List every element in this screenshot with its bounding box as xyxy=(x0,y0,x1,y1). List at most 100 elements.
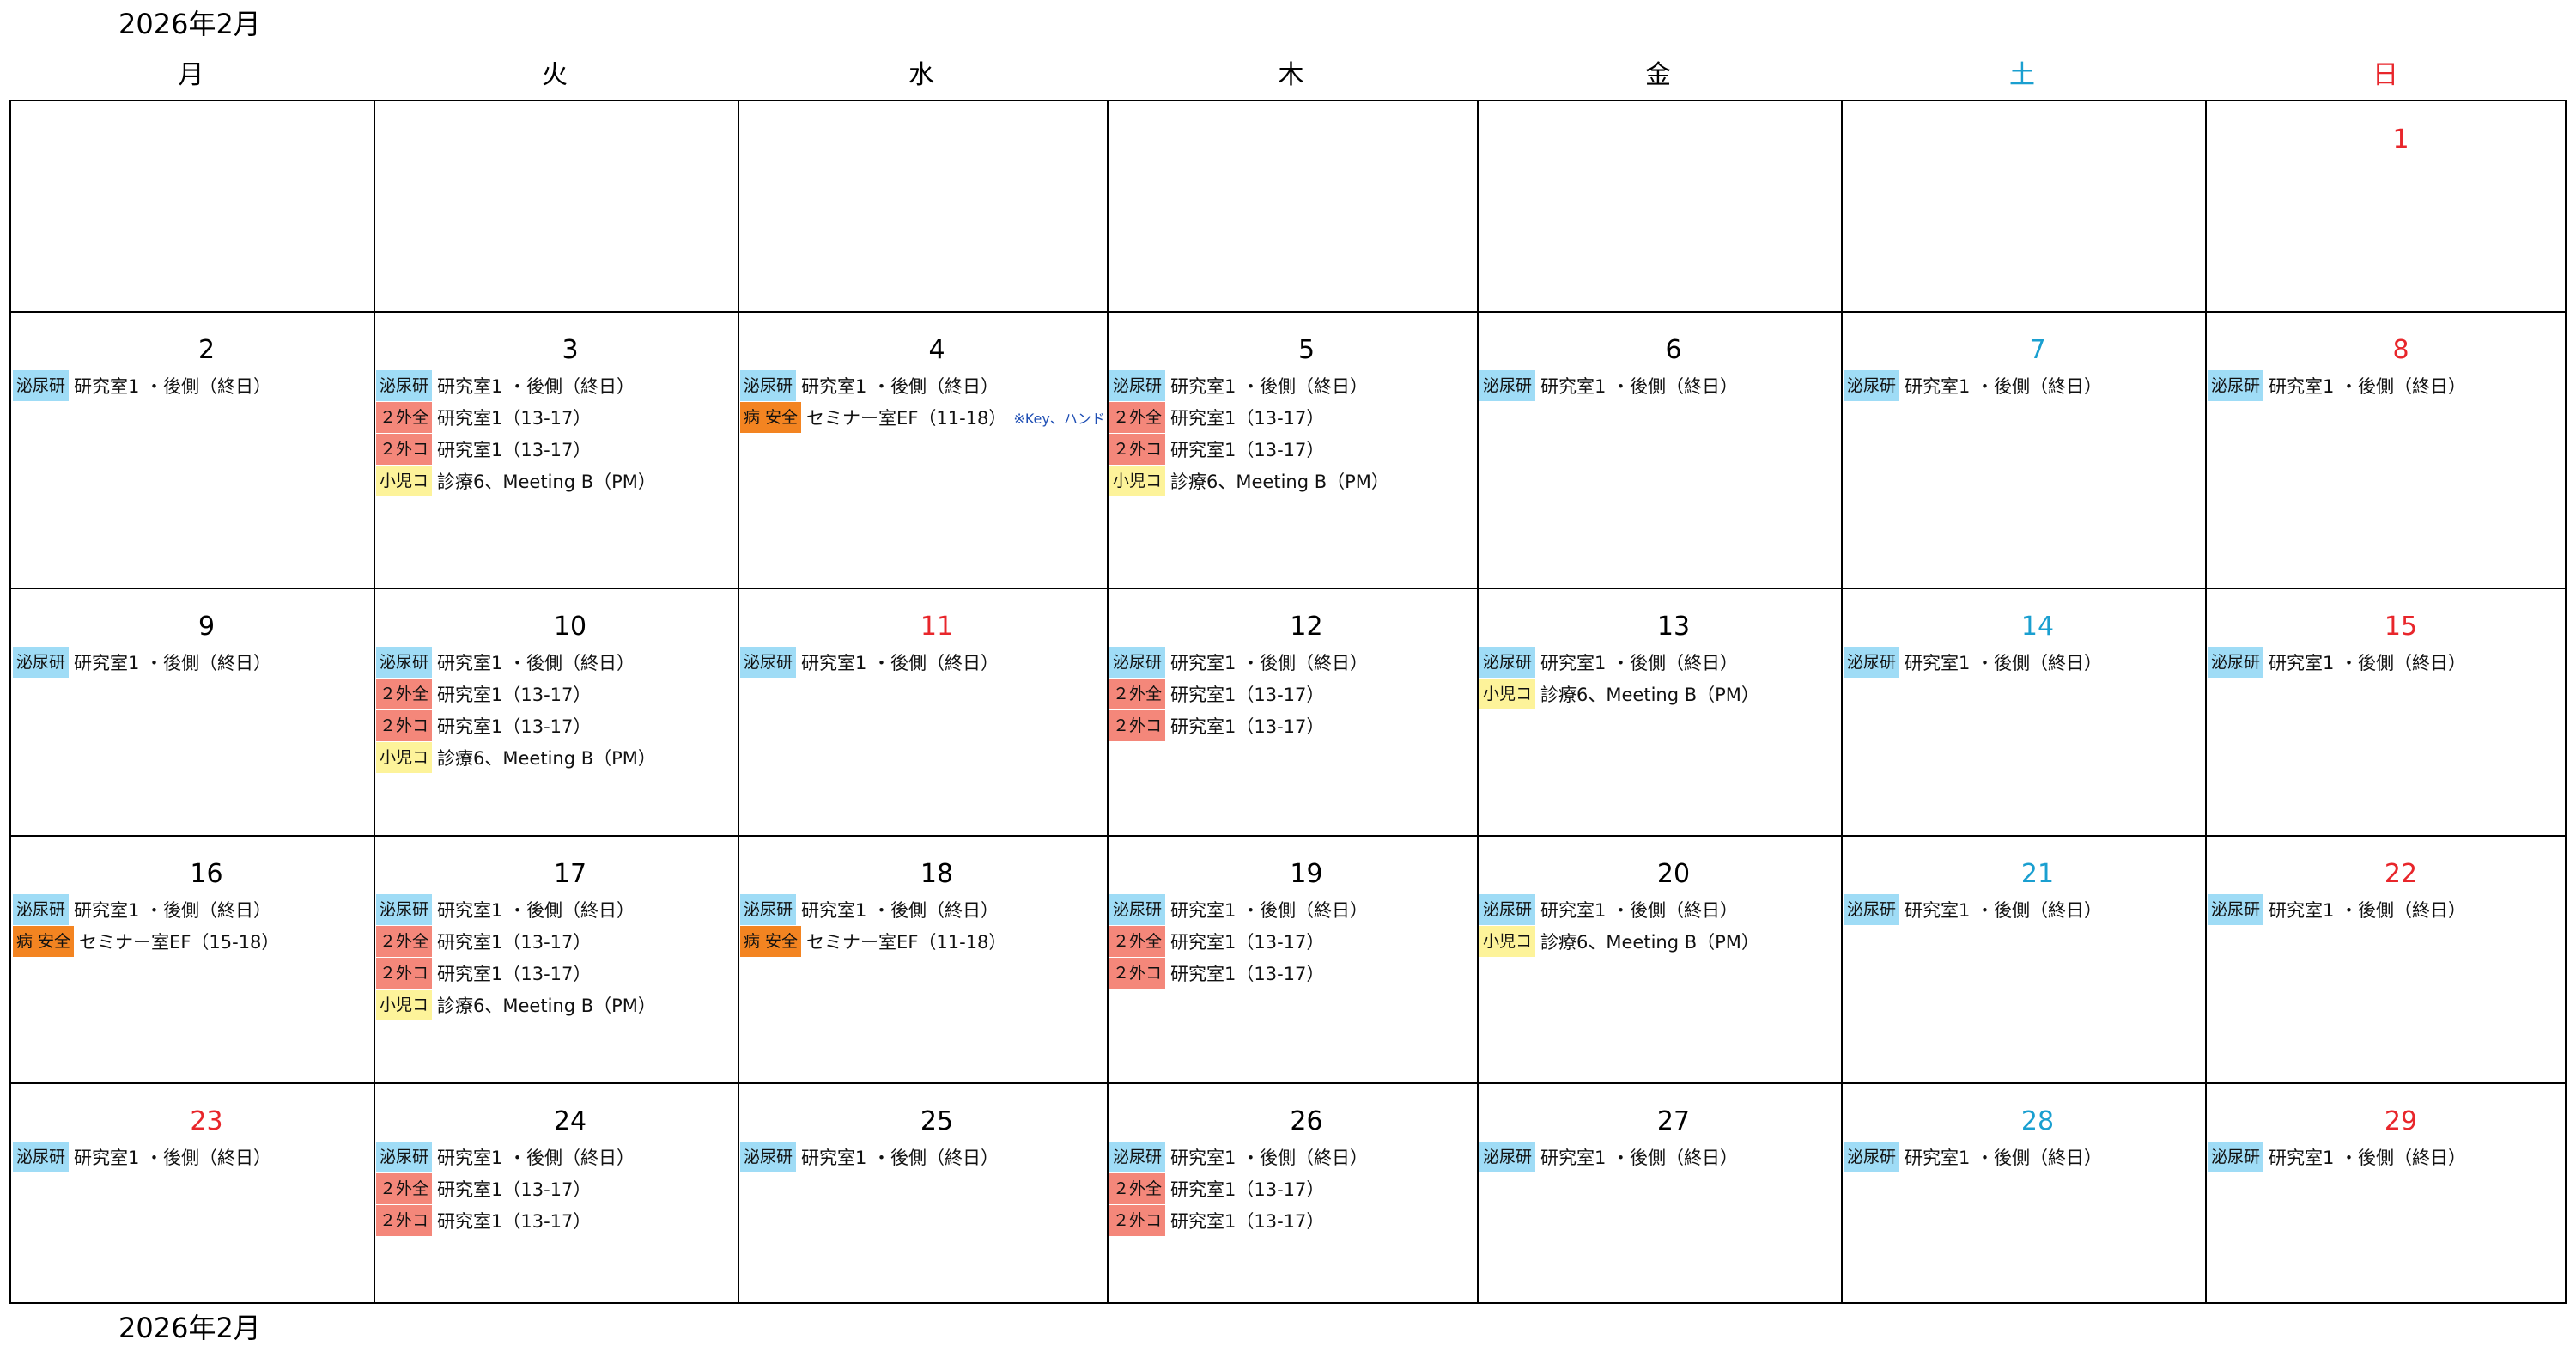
event-category-tag: 泌尿研 xyxy=(1844,647,1900,678)
calendar-event[interactable]: 泌尿研 研究室1 ・後側（終日） xyxy=(740,647,999,678)
event-category-tag: 泌尿研 xyxy=(2208,370,2264,401)
calendar-event[interactable]: 泌尿研 研究室1 ・後側（終日） xyxy=(740,894,999,925)
calendar-event[interactable]: ２外全 研究室1（13-17） xyxy=(376,926,591,957)
event-category-tag: ２外全 xyxy=(1109,1173,1166,1204)
day-number: 6 xyxy=(1665,335,1682,365)
calendar-event[interactable]: ２外全 研究室1（13-17） xyxy=(1109,679,1324,709)
event-location-text: 研究室1（13-17） xyxy=(1170,932,1325,953)
calendar-event[interactable]: 泌尿研 研究室1 ・後側（終日） xyxy=(376,894,635,925)
day-cell[interactable] xyxy=(11,101,374,312)
calendar-event[interactable]: 小児コ 診療6、Meeting B（PM） xyxy=(1479,926,1759,957)
calendar-event[interactable]: 泌尿研 研究室1 ・後側（終日） xyxy=(740,370,999,401)
row-divider xyxy=(11,588,2565,589)
calendar-event[interactable]: 病 安全 セミナー室EF（11-18） xyxy=(740,926,1006,957)
calendar-event[interactable]: ２外コ 研究室1（13-17） xyxy=(376,710,591,741)
calendar-event[interactable]: 泌尿研 研究室1 ・後側（終日） xyxy=(1844,894,2102,925)
event-location-text: セミナー室EF（11-18） xyxy=(806,932,1007,953)
calendar-event[interactable]: 泌尿研 研究室1 ・後側（終日） xyxy=(13,894,271,925)
calendar-event[interactable]: 小児コ 診療6、Meeting B（PM） xyxy=(376,742,656,773)
calendar-event[interactable]: 泌尿研 研究室1 ・後側（終日） xyxy=(2208,894,2466,925)
event-location-text: 研究室1 ・後側（終日） xyxy=(437,900,635,921)
event-category-tag: ２外コ xyxy=(376,710,433,741)
calendar-event[interactable]: ２外コ 研究室1（13-17） xyxy=(1109,434,1324,465)
event-location-text: 研究室1 ・後側（終日） xyxy=(1540,653,1739,673)
calendar-event[interactable]: 泌尿研 研究室1 ・後側（終日） xyxy=(13,1142,271,1172)
day-number: 19 xyxy=(1290,859,1323,889)
calendar-event[interactable]: 泌尿研 研究室1 ・後側（終日） xyxy=(13,370,271,401)
event-location-text: 診療6、Meeting B（PM） xyxy=(1170,472,1389,492)
calendar-event[interactable]: 泌尿研 研究室1 ・後側（終日） xyxy=(2208,370,2466,401)
day-cell[interactable] xyxy=(1478,101,1842,312)
event-location-text: 研究室1 ・後側（終日） xyxy=(74,1148,272,1168)
calendar-event[interactable]: 泌尿研 研究室1 ・後側（終日） xyxy=(1109,647,1368,678)
event-location-text: 研究室1 ・後側（終日） xyxy=(1540,1148,1739,1168)
day-cell[interactable] xyxy=(1842,101,2206,312)
calendar-event[interactable]: ２外コ 研究室1（13-17） xyxy=(1109,1205,1324,1236)
event-category-tag: 小児コ xyxy=(376,990,433,1020)
event-category-tag: 泌尿研 xyxy=(13,894,70,925)
event-location-text: 研究室1（13-17） xyxy=(1170,716,1325,737)
event-location-text: 研究室1 ・後側（終日） xyxy=(801,653,999,673)
calendar-event[interactable]: 泌尿研 研究室1 ・後側（終日） xyxy=(376,370,635,401)
calendar-event[interactable]: ２外コ 研究室1（13-17） xyxy=(1109,958,1324,989)
event-location-text: 研究室1（13-17） xyxy=(437,1179,592,1200)
day-cell[interactable] xyxy=(374,101,738,312)
calendar-event[interactable]: 小児コ 診療6、Meeting B（PM） xyxy=(1109,466,1389,496)
calendar-event[interactable]: ２外全 研究室1（13-17） xyxy=(376,1173,591,1204)
calendar-event[interactable]: ２外コ 研究室1（13-17） xyxy=(376,434,591,465)
calendar-event[interactable]: 泌尿研 研究室1 ・後側（終日） xyxy=(1844,647,2102,678)
calendar-event[interactable]: 泌尿研 研究室1 ・後側（終日） xyxy=(2208,647,2466,678)
calendar-event[interactable]: 泌尿研 研究室1 ・後側（終日） xyxy=(1844,1142,2102,1172)
calendar-event[interactable]: 小児コ 診療6、Meeting B（PM） xyxy=(376,990,656,1020)
event-category-tag: 小児コ xyxy=(1479,926,1536,957)
day-number: 14 xyxy=(2020,612,2055,642)
calendar-event[interactable]: ２外全 研究室1（13-17） xyxy=(1109,1173,1324,1204)
calendar-event[interactable]: ２外全 研究室1（13-17） xyxy=(376,402,591,433)
day-number: 20 xyxy=(1656,859,1691,889)
calendar-event[interactable]: 泌尿研 研究室1 ・後側（終日） xyxy=(376,647,635,678)
event-location-text: 研究室1 ・後側（終日） xyxy=(1540,376,1739,397)
day-number: 2 xyxy=(197,335,216,365)
event-location-text: 研究室1 ・後側（終日） xyxy=(437,653,635,673)
weekday-header: 火 xyxy=(542,60,568,90)
calendar-event[interactable]: ２外全 研究室1（13-17） xyxy=(376,679,591,709)
calendar-event[interactable]: 泌尿研 研究室1 ・後側（終日） xyxy=(740,1142,999,1172)
calendar-event[interactable]: ２外全 研究室1（13-17） xyxy=(1109,402,1324,433)
day-number: 12 xyxy=(1290,612,1323,642)
calendar-event[interactable]: ２外コ 研究室1（13-17） xyxy=(376,958,591,989)
calendar-event[interactable]: 小児コ 診療6、Meeting B（PM） xyxy=(376,466,656,496)
calendar-event[interactable]: 泌尿研 研究室1 ・後側（終日） xyxy=(1479,647,1738,678)
weekday-header: 金 xyxy=(1645,60,1671,90)
calendar-event[interactable]: 泌尿研 研究室1 ・後側（終日） xyxy=(1479,894,1738,925)
calendar-event[interactable]: ２外コ 研究室1（13-17） xyxy=(376,1205,591,1236)
event-category-tag: 泌尿研 xyxy=(376,894,433,925)
calendar-event[interactable]: ２外全 研究室1（13-17） xyxy=(1109,926,1324,957)
day-cell[interactable] xyxy=(1108,101,1478,312)
calendar-event[interactable]: 泌尿研 研究室1 ・後側（終日） xyxy=(1479,1142,1738,1172)
calendar-event[interactable]: ２外コ 研究室1（13-17） xyxy=(1109,710,1324,741)
calendar-event[interactable]: 泌尿研 研究室1 ・後側（終日） xyxy=(1844,370,2102,401)
event-location-text: 研究室1 ・後側（終日） xyxy=(1170,900,1369,921)
calendar-event[interactable]: 泌尿研 研究室1 ・後側（終日） xyxy=(1109,370,1368,401)
calendar-event[interactable]: 泌尿研 研究室1 ・後側（終日） xyxy=(376,1142,635,1172)
calendar-event[interactable]: 病 安全 セミナー室EF（15-18） xyxy=(13,926,279,957)
calendar-event[interactable]: 泌尿研 研究室1 ・後側（終日） xyxy=(1109,1142,1368,1172)
event-category-tag: 泌尿研 xyxy=(13,1142,70,1172)
weekday-header: 日 xyxy=(2372,60,2398,90)
event-location-text: 研究室1 ・後側（終日） xyxy=(2269,376,2467,397)
event-category-tag: 泌尿研 xyxy=(1109,894,1166,925)
day-cell[interactable] xyxy=(738,101,1108,312)
event-location-text: 研究室1 ・後側（終日） xyxy=(801,1148,999,1168)
day-number: 29 xyxy=(2384,1106,2418,1136)
event-location-text: 研究室1（13-17） xyxy=(1170,685,1325,705)
calendar-event[interactable]: 泌尿研 研究室1 ・後側（終日） xyxy=(1109,894,1368,925)
column-divider xyxy=(1107,101,1109,1302)
calendar-event[interactable]: 泌尿研 研究室1 ・後側（終日） xyxy=(13,647,271,678)
event-category-tag: 小児コ xyxy=(376,742,433,773)
calendar-event[interactable]: 泌尿研 研究室1 ・後側（終日） xyxy=(2208,1142,2466,1172)
calendar-event[interactable]: 泌尿研 研究室1 ・後側（終日） xyxy=(1479,370,1738,401)
weekday-header: 水 xyxy=(908,60,934,90)
day-number: 5 xyxy=(1297,335,1315,365)
calendar-event[interactable]: 小児コ 診療6、Meeting B（PM） xyxy=(1479,679,1759,709)
